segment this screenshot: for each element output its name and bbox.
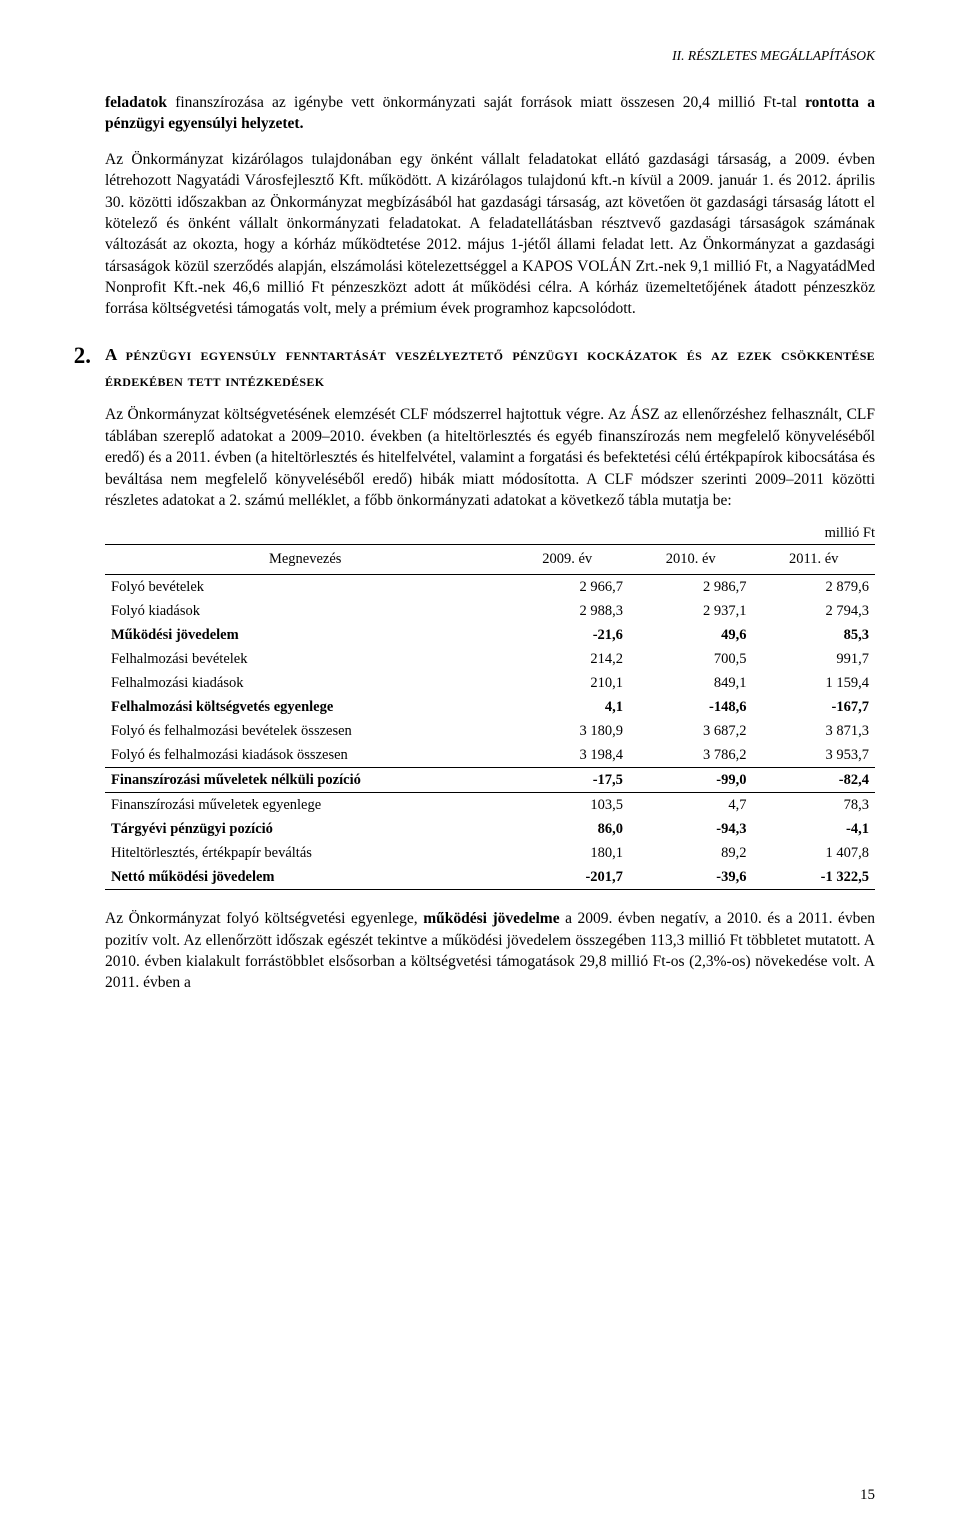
table-row: Folyó bevételek2 966,72 986,72 879,6 (105, 575, 875, 600)
table-body: Folyó bevételek2 966,72 986,72 879,6Foly… (105, 575, 875, 890)
cell-value: 85,3 (752, 623, 875, 647)
cell-value: 2 966,7 (505, 575, 629, 600)
cell-value: 2 988,3 (505, 599, 629, 623)
cell-value: 4,1 (505, 695, 629, 719)
cell-value: 89,2 (629, 841, 753, 865)
cell-value: 2 794,3 (752, 599, 875, 623)
section-heading: 2. A pénzügyi egyensúly fenntartását ves… (105, 342, 875, 395)
cell-value: 700,5 (629, 647, 753, 671)
cell-label: Folyó és felhalmozási bevételek összesen (105, 719, 505, 743)
page-header: II. RÉSZLETES MEGÁLLAPÍTÁSOK (105, 48, 875, 64)
table-row: Folyó és felhalmozási bevételek összesen… (105, 719, 875, 743)
cell-value: 3 198,4 (505, 743, 629, 768)
cell-label: Felhalmozási bevételek (105, 647, 505, 671)
cell-label: Folyó kiadások (105, 599, 505, 623)
cell-value: 103,5 (505, 793, 629, 818)
col-header-1: 2009. év (505, 545, 629, 575)
section-number: 2. (69, 342, 105, 370)
cell-label: Tárgyévi pénzügyi pozíció (105, 817, 505, 841)
cell-value: 180,1 (505, 841, 629, 865)
cell-value: -39,6 (629, 865, 753, 890)
cell-value: 991,7 (752, 647, 875, 671)
cell-value: 214,2 (505, 647, 629, 671)
table-header-row: Megnevezés 2009. év 2010. év 2011. év (105, 545, 875, 575)
para4-bold: működési jövedelme (423, 910, 559, 927)
cell-label: Felhalmozási költségvetés egyenlege (105, 695, 505, 719)
cell-value: 4,7 (629, 793, 753, 818)
paragraph-3: Az Önkormányzat költségvetésének elemzés… (105, 404, 875, 511)
table-row: Finanszírozási műveletek egyenlege103,54… (105, 793, 875, 818)
cell-value: 1 407,8 (752, 841, 875, 865)
cell-value: 49,6 (629, 623, 753, 647)
table-row: Felhalmozási költségvetés egyenlege4,1-1… (105, 695, 875, 719)
cell-value: 3 871,3 (752, 719, 875, 743)
cell-value: 2 986,7 (629, 575, 753, 600)
paragraph-1: feladatok finanszírozása az igénybe vett… (105, 92, 875, 135)
table-row: Hiteltörlesztés, értékpapír beváltás180,… (105, 841, 875, 865)
section-title: A pénzügyi egyensúly fenntartását veszél… (105, 342, 875, 395)
cell-value: 2 879,6 (752, 575, 875, 600)
cell-label: Felhalmozási kiadások (105, 671, 505, 695)
cell-value: -167,7 (752, 695, 875, 719)
cell-value: 3 687,2 (629, 719, 753, 743)
cell-value: -4,1 (752, 817, 875, 841)
cell-value: -201,7 (505, 865, 629, 890)
table-row: Nettó működési jövedelem-201,7-39,6-1 32… (105, 865, 875, 890)
cell-value: 86,0 (505, 817, 629, 841)
document-page: II. RÉSZLETES MEGÁLLAPÍTÁSOK feladatok f… (0, 0, 960, 1534)
cell-value: 3 180,9 (505, 719, 629, 743)
cell-label: Hiteltörlesztés, értékpapír beváltás (105, 841, 505, 865)
cell-value: -94,3 (629, 817, 753, 841)
cell-value: 3 786,2 (629, 743, 753, 768)
table-row: Folyó kiadások2 988,32 937,12 794,3 (105, 599, 875, 623)
table-row: Tárgyévi pénzügyi pozíció86,0-94,3-4,1 (105, 817, 875, 841)
paragraph-4: Az Önkormányzat folyó költségvetési egye… (105, 908, 875, 994)
table-row: Finanszírozási műveletek nélküli pozíció… (105, 768, 875, 793)
financial-table: Megnevezés 2009. év 2010. év 2011. év Fo… (105, 544, 875, 890)
table-row: Felhalmozási kiadások210,1849,11 159,4 (105, 671, 875, 695)
page-number: 15 (860, 1487, 875, 1504)
cell-value: 849,1 (629, 671, 753, 695)
cell-value: -17,5 (505, 768, 629, 793)
para1-text: finanszírozása az igénybe vett önkormány… (167, 94, 805, 111)
cell-value: -82,4 (752, 768, 875, 793)
cell-label: Folyó és felhalmozási kiadások összesen (105, 743, 505, 768)
cell-value: -1 322,5 (752, 865, 875, 890)
cell-value: 3 953,7 (752, 743, 875, 768)
cell-value: -21,6 (505, 623, 629, 647)
table-row: Folyó és felhalmozási kiadások összesen3… (105, 743, 875, 768)
cell-label: Finanszírozási műveletek nélküli pozíció (105, 768, 505, 793)
cell-label: Finanszírozási műveletek egyenlege (105, 793, 505, 818)
table-unit: millió Ft (105, 525, 875, 542)
col-header-2: 2010. év (629, 545, 753, 575)
cell-value: 210,1 (505, 671, 629, 695)
paragraph-2: Az Önkormányzat kizárólagos tulajdonában… (105, 149, 875, 320)
col-header-0: Megnevezés (105, 545, 505, 575)
para4-a: Az Önkormányzat folyó költségvetési egye… (105, 910, 423, 927)
cell-label: Folyó bevételek (105, 575, 505, 600)
table-row: Működési jövedelem-21,649,685,3 (105, 623, 875, 647)
cell-value: 2 937,1 (629, 599, 753, 623)
cell-label: Nettó működési jövedelem (105, 865, 505, 890)
financial-table-wrap: millió Ft Megnevezés 2009. év 2010. év 2… (105, 525, 875, 890)
cell-label: Működési jövedelem (105, 623, 505, 647)
cell-value: -148,6 (629, 695, 753, 719)
cell-value: 78,3 (752, 793, 875, 818)
para1-bold-a: feladatok (105, 94, 167, 111)
cell-value: -99,0 (629, 768, 753, 793)
table-row: Felhalmozási bevételek214,2700,5991,7 (105, 647, 875, 671)
cell-value: 1 159,4 (752, 671, 875, 695)
col-header-3: 2011. év (752, 545, 875, 575)
